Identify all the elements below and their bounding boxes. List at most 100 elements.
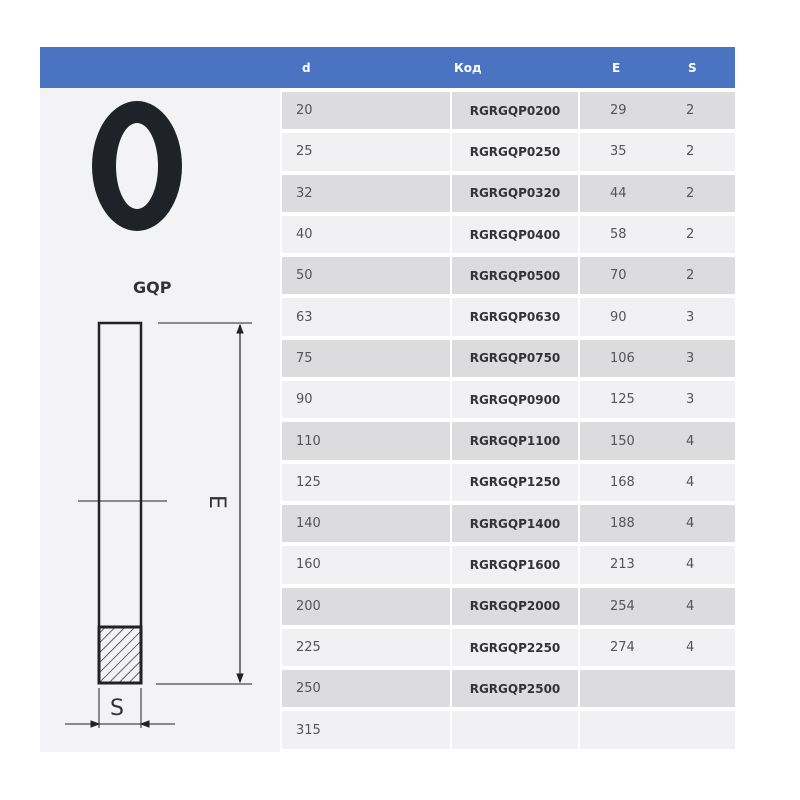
cell-code: RGRGQP0900 — [452, 381, 578, 419]
cell-s: 4 — [686, 640, 695, 655]
cell-d: 40 — [282, 215, 450, 254]
cell-d: 20 — [282, 92, 450, 130]
cell-code: RGRGQP0250 — [452, 133, 578, 171]
cell-e-s: 90 3 — [580, 298, 735, 336]
cell-e-s: 213 4 — [580, 546, 735, 584]
cell-e-s: 254 4 — [580, 587, 735, 625]
cell-e: 44 — [610, 185, 627, 201]
cell-d: 90 — [282, 381, 450, 419]
cell-d: 315 — [282, 711, 450, 749]
cell-e-s: 125 3 — [580, 381, 735, 419]
cell-code — [452, 711, 578, 749]
cell-code: RGRGQP0750 — [452, 339, 578, 378]
cell-e: 254 — [610, 598, 635, 614]
cell-e-s: 70 2 — [580, 257, 735, 295]
cell-e: 213 — [610, 557, 635, 573]
dim-e-label: E — [204, 495, 229, 509]
cell-d: 225 — [282, 628, 450, 667]
cell-d: 140 — [282, 504, 450, 543]
cell-e: 150 — [610, 433, 635, 449]
cell-e-s: 35 2 — [580, 133, 735, 171]
table-row: 110 RGRGQP1100 150 4 — [282, 420, 735, 461]
cell-code: RGRGQP0400 — [452, 215, 578, 254]
cell-d: 110 — [282, 422, 450, 460]
cell-s: 2 — [686, 227, 695, 243]
table-row: 32 RGRGQP0320 44 2 — [282, 173, 735, 214]
cell-s: 3 — [686, 392, 695, 408]
cell-e-s — [580, 670, 735, 708]
table-row: 315 — [282, 709, 735, 750]
table-row: 125 RGRGQP1250 168 4 — [282, 462, 735, 503]
cell-d: 160 — [282, 546, 450, 584]
cell-d: 32 — [282, 174, 450, 212]
header-d: d — [302, 61, 311, 75]
table-row: 25 RGRGQP0250 35 2 — [282, 131, 735, 172]
dim-s-label: S — [110, 696, 124, 721]
cell-code: RGRGQP0630 — [452, 298, 578, 336]
cell-d: 25 — [282, 133, 450, 171]
header-code: Код — [454, 61, 482, 75]
table-row: 160 RGRGQP1600 213 4 — [282, 544, 735, 585]
gasket-drawing: S E — [65, 101, 252, 728]
cell-s: 4 — [686, 598, 695, 614]
cell-code: RGRGQP0320 — [452, 174, 578, 212]
cell-code: RGRGQP0200 — [452, 92, 578, 130]
table-row: 250 RGRGQP2500 — [282, 668, 735, 709]
table-row: 40 RGRGQP0400 58 2 — [282, 214, 735, 255]
cell-code: RGRGQP1600 — [452, 546, 578, 584]
cell-e: 106 — [610, 350, 635, 366]
cell-code: RGRGQP1100 — [452, 422, 578, 460]
cell-s: 3 — [686, 309, 695, 325]
cell-e-s: 29 2 — [580, 92, 735, 130]
cell-e: 168 — [610, 474, 635, 490]
cell-s: 3 — [686, 350, 695, 366]
cell-s: 2 — [686, 144, 695, 160]
table-row: 225 RGRGQP2250 274 4 — [282, 627, 735, 668]
table-row: 50 RGRGQP0500 70 2 — [282, 255, 735, 296]
cell-e: 35 — [610, 144, 627, 160]
drawing-panel: S E — [40, 88, 280, 752]
cell-e: 274 — [610, 640, 635, 655]
cell-e: 70 — [610, 268, 627, 284]
cell-s: 4 — [686, 516, 695, 532]
cell-e-s: 58 2 — [580, 215, 735, 254]
cell-code: RGRGQP1400 — [452, 504, 578, 543]
cell-code: RGRGQP2250 — [452, 628, 578, 667]
cell-code: RGRGQP0500 — [452, 257, 578, 295]
header-e: E — [612, 61, 621, 75]
spec-table: 20 RGRGQP0200 29 2 25 RGRGQP0250 35 2 32 RGR… — [282, 90, 735, 751]
cell-e: 58 — [610, 227, 627, 243]
cell-d: 200 — [282, 587, 450, 625]
cell-d: 75 — [282, 339, 450, 378]
cell-d: 50 — [282, 257, 450, 295]
table-header: d Код E S — [40, 47, 735, 88]
cell-d: 63 — [282, 298, 450, 336]
cell-e: 29 — [610, 103, 627, 119]
cell-e-s: 106 3 — [580, 339, 735, 378]
cell-e-s: 168 4 — [580, 463, 735, 501]
cell-e-s: 150 4 — [580, 422, 735, 460]
cell-e-s: 188 4 — [580, 504, 735, 543]
cell-s: 2 — [686, 185, 695, 201]
cell-code: RGRGQP2500 — [452, 670, 578, 708]
table-row: 200 RGRGQP2000 254 4 — [282, 586, 735, 627]
cell-e-s — [580, 711, 735, 749]
table-row: 20 RGRGQP0200 29 2 — [282, 90, 735, 131]
header-s: S — [688, 61, 697, 75]
cell-e-s: 44 2 — [580, 174, 735, 212]
product-label: GQP — [133, 278, 172, 297]
table-row: 140 RGRGQP1400 188 4 — [282, 503, 735, 544]
table-row: 63 RGRGQP0630 90 3 — [282, 296, 735, 337]
cell-e: 188 — [610, 516, 635, 532]
table-row: 90 RGRGQP0900 125 3 — [282, 379, 735, 420]
cell-e: 90 — [610, 309, 627, 325]
cell-e-s: 274 4 — [580, 628, 735, 667]
cell-s: 2 — [686, 103, 695, 119]
cell-s: 4 — [686, 474, 695, 490]
cell-code: RGRGQP2000 — [452, 587, 578, 625]
cell-s: 4 — [686, 557, 695, 573]
cell-s: 4 — [686, 433, 695, 449]
cell-code: RGRGQP1250 — [452, 463, 578, 501]
cell-e: 125 — [610, 392, 635, 408]
table-row: 75 RGRGQP0750 106 3 — [282, 338, 735, 379]
